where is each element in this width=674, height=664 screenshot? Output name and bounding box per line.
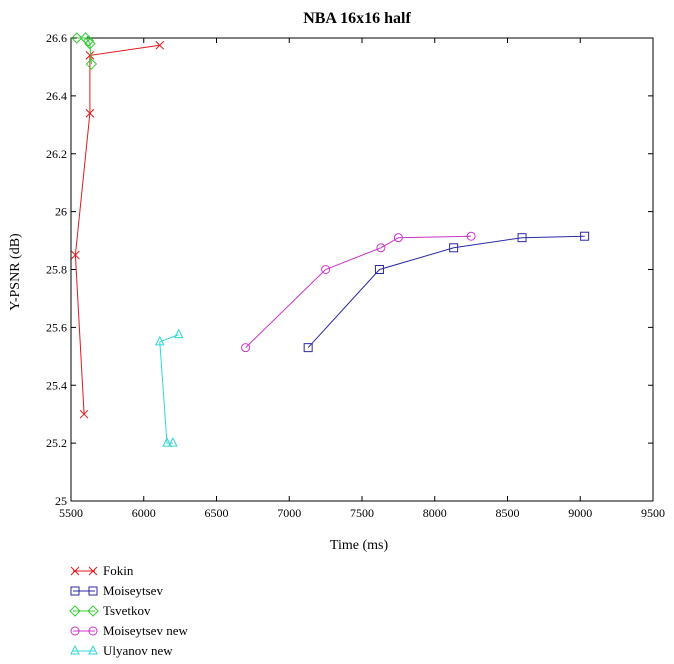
series-layer bbox=[71, 32, 590, 447]
x-tick-label: 6000 bbox=[132, 506, 156, 520]
y-tick-label: 25 bbox=[55, 494, 67, 508]
y-tick-label: 26.6 bbox=[46, 31, 67, 45]
data-point bbox=[241, 343, 251, 353]
series-ulyanov-new bbox=[154, 328, 184, 447]
x-tick-label: 8000 bbox=[423, 506, 447, 520]
data-point bbox=[173, 328, 184, 339]
series-line bbox=[245, 235, 472, 348]
legend-marker bbox=[88, 626, 98, 636]
legend-marker bbox=[70, 586, 80, 596]
series-moiseytsev-new bbox=[241, 231, 476, 353]
x-axis-label: Time (ms) bbox=[330, 538, 389, 553]
data-point bbox=[85, 58, 98, 70]
x-tick-label: 5500 bbox=[59, 506, 83, 520]
data-point bbox=[168, 437, 178, 447]
legend-label: Fokin bbox=[103, 563, 134, 578]
y-tick-label: 26.2 bbox=[46, 147, 67, 161]
x-tick-label: 9500 bbox=[641, 506, 665, 520]
legend-label: Ulyanov new bbox=[103, 643, 173, 658]
legend: Fokin Moiseytsev Tsvetkov Moiseytsev new Uly… bbox=[69, 563, 188, 658]
y-axis: 25 25.2 25.4 25.6 25.8 26 26.2 26.4 26.6 bbox=[46, 31, 653, 508]
x-tick-label: 9000 bbox=[568, 506, 592, 520]
data-point bbox=[79, 409, 89, 419]
legend-marker bbox=[70, 626, 80, 636]
data-point bbox=[517, 233, 527, 243]
y-tick-label: 26.4 bbox=[46, 89, 67, 103]
chart-title: NBA 16x16 half bbox=[303, 10, 411, 27]
y-tick-label: 25.2 bbox=[46, 436, 67, 450]
legend-item: Fokin bbox=[70, 563, 134, 578]
data-point bbox=[71, 250, 80, 260]
legend-marker bbox=[88, 566, 98, 576]
data-point bbox=[376, 243, 386, 253]
data-point bbox=[393, 233, 403, 243]
series-tsvetkov bbox=[71, 32, 98, 70]
series-moiseytsev bbox=[303, 231, 590, 353]
data-point bbox=[155, 40, 165, 50]
x-tick-label: 7500 bbox=[350, 506, 374, 520]
legend-item: Ulyanov new bbox=[70, 643, 173, 658]
legend-item: Moiseytsev bbox=[70, 583, 163, 598]
x-tick-label: 6500 bbox=[205, 506, 229, 520]
data-point bbox=[71, 32, 83, 44]
data-point bbox=[154, 335, 165, 346]
data-point bbox=[303, 343, 313, 353]
y-axis-label: Y-PSNR (dB) bbox=[8, 233, 23, 311]
x-tick-label: 8500 bbox=[496, 506, 520, 520]
data-point bbox=[374, 265, 384, 274]
data-point bbox=[466, 231, 476, 241]
legend-marker bbox=[69, 605, 81, 617]
y-tick-label: 26 bbox=[55, 205, 67, 219]
data-point bbox=[321, 265, 331, 274]
plot-area bbox=[70, 37, 654, 502]
legend-marker bbox=[70, 566, 80, 576]
legend-label: Tsvetkov bbox=[103, 603, 151, 618]
legend-label: Moiseytsev new bbox=[103, 623, 188, 638]
data-point bbox=[82, 35, 95, 47]
y-tick-label: 25.6 bbox=[46, 320, 67, 334]
legend-marker bbox=[88, 586, 98, 596]
legend-marker bbox=[70, 644, 80, 655]
legend-marker bbox=[87, 605, 99, 617]
data-point bbox=[84, 38, 96, 50]
data-point bbox=[580, 231, 590, 241]
y-tick-label: 25.8 bbox=[46, 263, 67, 277]
legend-marker bbox=[88, 644, 98, 655]
legend-label: Moiseytsev bbox=[103, 583, 163, 598]
series-line bbox=[307, 235, 585, 348]
data-point bbox=[85, 51, 95, 60]
legend-item: Moiseytsev new bbox=[70, 623, 188, 638]
data-point bbox=[85, 108, 95, 118]
x-tick-label: 7000 bbox=[277, 506, 301, 520]
series-fokin bbox=[71, 40, 165, 419]
x-axis: 5500 6000 6500 7000 7500 8000 8500 9000 9500 bbox=[59, 38, 665, 520]
legend-item: Tsvetkov bbox=[69, 603, 151, 618]
data-point bbox=[449, 243, 459, 253]
y-tick-label: 25.4 bbox=[46, 378, 67, 392]
data-point bbox=[162, 437, 172, 447]
